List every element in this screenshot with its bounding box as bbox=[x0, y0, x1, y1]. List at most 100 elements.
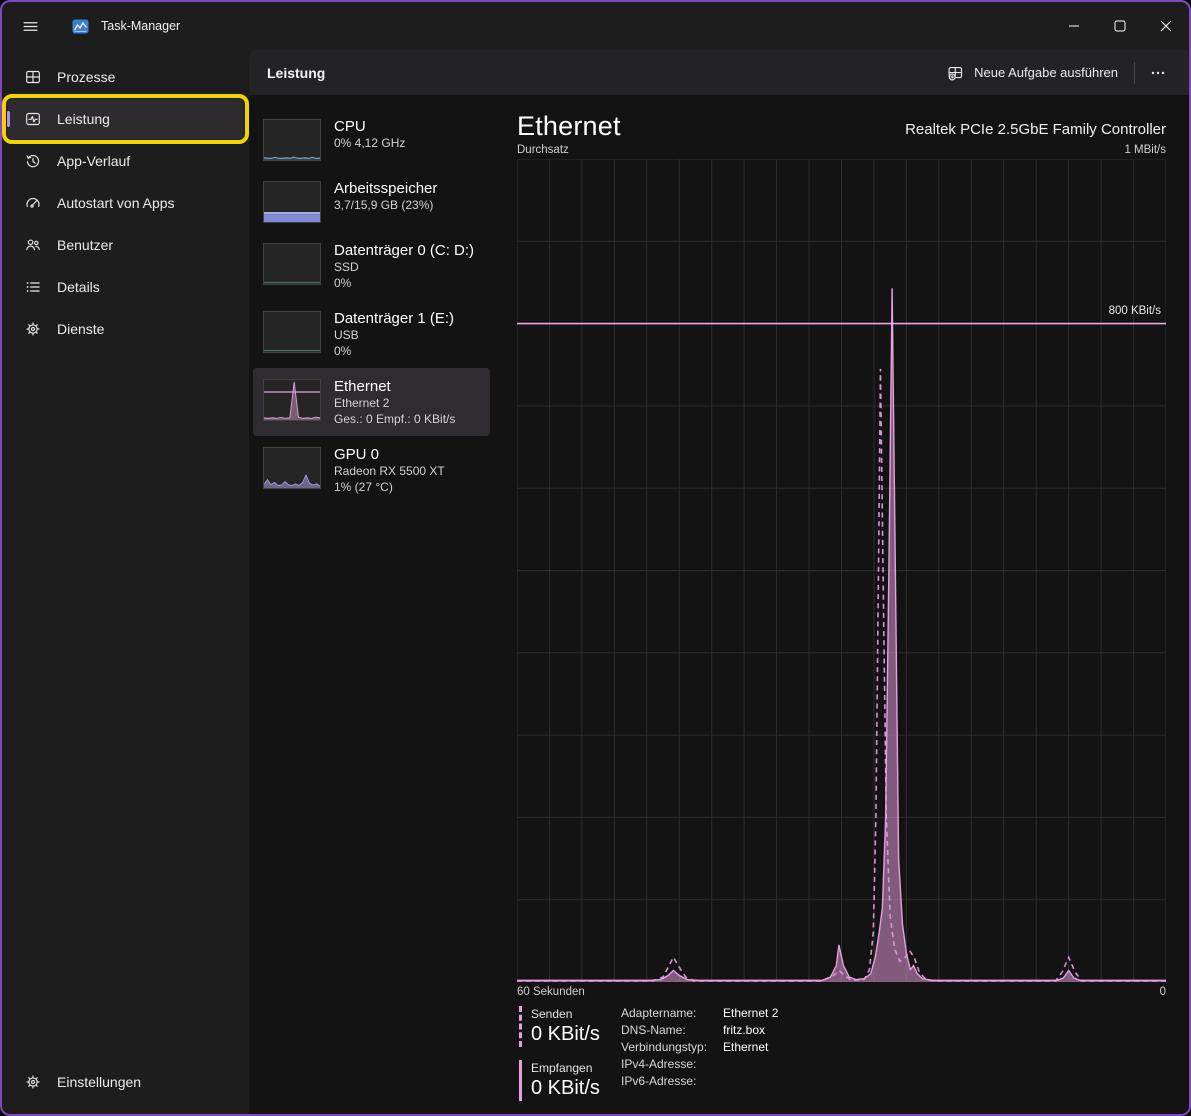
sidebar-item-autostart[interactable]: Autostart von Apps bbox=[7, 183, 244, 223]
receive-label: Empfangen bbox=[531, 1061, 593, 1075]
users-icon bbox=[24, 237, 41, 253]
close-button[interactable] bbox=[1143, 2, 1189, 50]
perf-item-name: Arbeitsspeicher bbox=[334, 180, 438, 197]
maximize-icon bbox=[1114, 20, 1126, 32]
titlebar: Task-Manager bbox=[2, 2, 1189, 50]
sidebar-item-dienste[interactable]: Dienste bbox=[7, 309, 244, 349]
perf-item-detail: 0% bbox=[334, 275, 352, 290]
cpu-thumbnail-chart bbox=[263, 119, 321, 161]
disk1-thumbnail-chart bbox=[263, 311, 321, 353]
perf-item-detail: 0% bbox=[334, 343, 352, 358]
sidebar-item-benutzer[interactable]: Benutzer bbox=[7, 225, 244, 265]
perf-item-name: Ethernet bbox=[334, 378, 391, 395]
performance-list: CPU 0% 4,12 GHz Arbeitsspeicher 3,7/15,9… bbox=[253, 108, 490, 1114]
y-axis-max-label: 1 MBit/s bbox=[1124, 144, 1166, 156]
performance-icon bbox=[24, 111, 41, 127]
throughput-chart: 800 KBit/s bbox=[517, 159, 1166, 982]
history-icon bbox=[24, 153, 41, 169]
sidebar-item-label: Leistung bbox=[57, 111, 110, 127]
memory-thumbnail-chart bbox=[263, 181, 321, 223]
perf-item-detail: 0% 4,12 GHz bbox=[334, 136, 406, 150]
perf-item-datentraeger-0[interactable]: Datenträger 0 (C: D:) SSD 0% bbox=[253, 232, 490, 300]
startup-icon bbox=[24, 195, 41, 211]
minimize-button[interactable] bbox=[1051, 2, 1097, 50]
perf-item-detail: 3,7/15,9 GB (23%) bbox=[334, 198, 434, 212]
sidebar-item-label: Einstellungen bbox=[57, 1074, 142, 1090]
maximize-button[interactable] bbox=[1097, 2, 1143, 50]
sidebar-item-label: Details bbox=[57, 279, 100, 295]
y-axis-label: Durchsatz bbox=[517, 144, 569, 156]
detail-label: Adaptername: bbox=[621, 1006, 697, 1020]
minimize-icon bbox=[1069, 25, 1079, 27]
new-task-label: Neue Aufgabe ausführen bbox=[974, 65, 1118, 80]
more-options-button[interactable] bbox=[1141, 58, 1175, 88]
detail-value bbox=[723, 1057, 778, 1071]
new-task-button[interactable]: Neue Aufgabe ausführen bbox=[937, 58, 1128, 88]
perf-item-detail: USB bbox=[334, 328, 359, 342]
sidebar-spacer bbox=[2, 350, 249, 1061]
sidebar-item-prozesse[interactable]: Prozesse bbox=[7, 57, 244, 97]
disk0-thumbnail-chart bbox=[263, 243, 321, 285]
content-header: Leistung Neue Aufgabe ausführen bbox=[249, 50, 1189, 95]
sidebar-item-leistung[interactable]: Leistung bbox=[2, 94, 249, 144]
perf-item-detail: Ethernet 2 bbox=[334, 396, 390, 410]
detail-label: IPv6-Adresse: bbox=[621, 1074, 697, 1088]
processes-icon bbox=[24, 69, 41, 85]
perf-item-name: CPU bbox=[334, 118, 366, 135]
detail-label: Verbindungstyp: bbox=[621, 1040, 708, 1054]
sidebar-item-app-verlauf[interactable]: App-Verlauf bbox=[7, 141, 244, 181]
content-area: Leistung Neue Aufgabe ausführen bbox=[249, 50, 1189, 1114]
details-icon bbox=[24, 279, 41, 295]
app-icon bbox=[72, 19, 89, 33]
hamburger-menu-button[interactable] bbox=[10, 8, 50, 44]
new-task-icon bbox=[948, 66, 963, 80]
panel-title: Ethernet bbox=[517, 111, 621, 141]
perf-item-name: Datenträger 1 (E:) bbox=[334, 310, 455, 327]
gear-icon bbox=[24, 1074, 41, 1090]
detail-label: IPv4-Adresse: bbox=[621, 1057, 697, 1071]
detail-value bbox=[723, 1074, 778, 1088]
perf-item-name: GPU 0 bbox=[334, 446, 380, 463]
sidebar-item-label: Prozesse bbox=[57, 69, 116, 85]
close-icon bbox=[1160, 20, 1172, 32]
receive-stat: Empfangen 0 KBit/s bbox=[519, 1060, 605, 1101]
perf-item-ethernet[interactable]: Ethernet Ethernet 2 Ges.: 0 Empf.: 0 KBi… bbox=[253, 368, 490, 436]
receive-value: 0 KBit/s bbox=[531, 1077, 600, 1099]
perf-item-name: Datenträger 0 (C: D:) bbox=[334, 242, 475, 259]
ellipsis-icon bbox=[1151, 71, 1165, 74]
sidebar: Prozesse Leistung App-Verlauf bbox=[2, 50, 249, 1114]
detail-value: Ethernet bbox=[723, 1040, 769, 1054]
x-axis-left-label: 60 Sekunden bbox=[517, 986, 585, 998]
ethernet-panel: Ethernet Realtek PCIe 2.5GbE Family Cont… bbox=[517, 108, 1166, 1114]
x-axis-right-label: 0 bbox=[1159, 986, 1166, 998]
throughput-chart-svg bbox=[517, 159, 1166, 982]
sidebar-item-details[interactable]: Details bbox=[7, 267, 244, 307]
perf-item-datentraeger-1[interactable]: Datenträger 1 (E:) USB 0% bbox=[253, 300, 490, 368]
adapter-controller-name: Realtek PCIe 2.5GbE Family Controller bbox=[905, 121, 1166, 138]
perf-item-detail: Radeon RX 5500 XT bbox=[334, 464, 445, 478]
ethernet-thumbnail-chart bbox=[263, 379, 321, 421]
detail-label: DNS-Name: bbox=[621, 1023, 686, 1037]
sidebar-item-label: Benutzer bbox=[57, 237, 114, 253]
sidebar-item-einstellungen[interactable]: Einstellungen bbox=[7, 1062, 244, 1102]
connection-info: Senden 0 KBit/s Empfangen 0 KBit/s Adapt… bbox=[517, 1002, 1166, 1114]
detail-value: Ethernet 2 bbox=[723, 1006, 779, 1020]
threshold-label: 800 KBit/s bbox=[1108, 304, 1161, 317]
send-label: Senden bbox=[531, 1007, 573, 1021]
perf-item-gpu-0[interactable]: GPU 0 Radeon RX 5500 XT 1% (27 °C) bbox=[253, 436, 490, 504]
page-title: Leistung bbox=[267, 64, 326, 81]
perf-item-arbeitsspeicher[interactable]: Arbeitsspeicher 3,7/15,9 GB (23%) bbox=[253, 170, 490, 232]
send-value: 0 KBit/s bbox=[531, 1023, 600, 1045]
hamburger-icon bbox=[23, 21, 37, 31]
header-divider bbox=[1134, 61, 1135, 84]
detail-value: fritz.box bbox=[723, 1023, 766, 1037]
perf-item-detail: 1% (27 °C) bbox=[334, 479, 393, 494]
perf-item-detail: Ges.: 0 Empf.: 0 KBit/s bbox=[334, 411, 456, 426]
perf-item-cpu[interactable]: CPU 0% 4,12 GHz bbox=[253, 108, 490, 170]
sidebar-item-label: Autostart von Apps bbox=[57, 195, 175, 211]
perf-item-detail: SSD bbox=[334, 260, 359, 274]
sidebar-item-label: App-Verlauf bbox=[57, 153, 131, 169]
window-title: Task-Manager bbox=[101, 19, 181, 33]
services-icon bbox=[24, 321, 41, 337]
